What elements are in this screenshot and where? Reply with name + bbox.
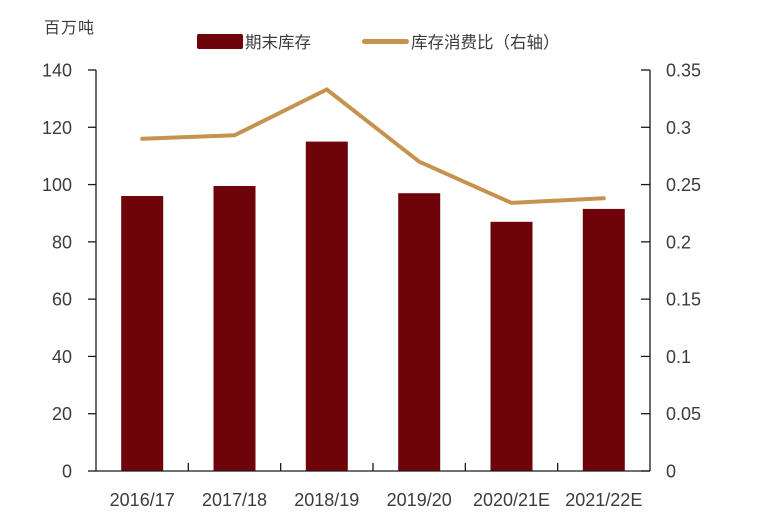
bar-2017/18 [213,186,256,471]
left-axis-tick-label: 40 [52,347,72,367]
right-axis-tick-label: 0.1 [666,347,691,367]
legend-item-ending-stocks: 期末库存 [197,29,311,53]
right-axis-tick-label: 0.15 [666,290,701,310]
left-axis-tick-label: 120 [42,118,72,138]
left-axis-tick-label: 80 [52,232,72,252]
right-axis-tick-label: 0.25 [666,175,701,195]
bar-2020/21E [490,221,533,471]
right-axis-tick-label: 0.3 [666,118,691,138]
left-axis-tick-label: 60 [52,290,72,310]
x-axis-category-label: 2020/21E [473,490,550,510]
legend: 期末库存 库存消费比（右轴） [197,29,560,53]
right-axis-tick-label: 0.05 [666,404,701,424]
bar-2021/22E [582,208,625,471]
left-axis-tick-label: 140 [42,61,72,81]
legend-line-label: 库存消费比（右轴） [411,34,560,52]
legend-bar-swatch [197,33,243,49]
right-axis-tick-label: 0 [666,462,676,482]
y-axis-unit-label: 百万吨 [44,20,96,37]
left-axis-tick-label: 0 [62,462,72,482]
x-axis-category-label: 2018/19 [294,490,359,510]
left-axis-tick-label: 100 [42,175,72,195]
left-axis-tick-label: 20 [52,404,72,424]
bar-2019/20 [398,193,441,471]
x-axis-category-label: 2016/17 [110,490,175,510]
bar-2016/17 [121,196,164,471]
bar-2018/19 [305,141,348,471]
stock-use-ratio-line [140,87,606,205]
legend-bar-label: 期末库存 [245,34,311,52]
right-axis-tick-label: 0.35 [666,61,701,81]
legend-item-stock-use-ratio: 库存消费比（右轴） [362,29,560,53]
x-axis-category-label: 2021/22E [565,490,642,510]
x-axis-category-label: 2017/18 [202,490,267,510]
x-axis-category-label: 2019/20 [387,490,452,510]
right-axis-tick-label: 0.2 [666,232,691,252]
legend-line-swatch [362,38,409,44]
